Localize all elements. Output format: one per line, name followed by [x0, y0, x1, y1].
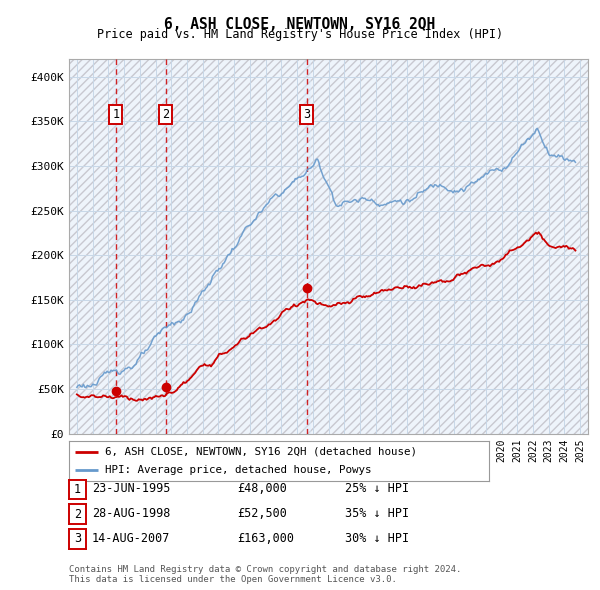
Text: HPI: Average price, detached house, Powys: HPI: Average price, detached house, Powy… — [104, 465, 371, 475]
Text: £52,500: £52,500 — [237, 507, 287, 520]
Text: 6, ASH CLOSE, NEWTOWN, SY16 2QH: 6, ASH CLOSE, NEWTOWN, SY16 2QH — [164, 17, 436, 31]
Text: 35% ↓ HPI: 35% ↓ HPI — [345, 507, 409, 520]
Text: 14-AUG-2007: 14-AUG-2007 — [92, 532, 170, 545]
Text: 1: 1 — [112, 108, 119, 121]
Text: 1: 1 — [74, 483, 81, 496]
Text: 23-JUN-1995: 23-JUN-1995 — [92, 482, 170, 495]
Text: 6, ASH CLOSE, NEWTOWN, SY16 2QH (detached house): 6, ASH CLOSE, NEWTOWN, SY16 2QH (detache… — [104, 447, 416, 457]
Text: 2: 2 — [74, 507, 81, 521]
Bar — [304, 59, 310, 434]
Text: 28-AUG-1998: 28-AUG-1998 — [92, 507, 170, 520]
Text: Price paid vs. HM Land Registry's House Price Index (HPI): Price paid vs. HM Land Registry's House … — [97, 28, 503, 41]
Text: £163,000: £163,000 — [237, 532, 294, 545]
Text: 3: 3 — [303, 108, 310, 121]
Bar — [163, 59, 169, 434]
Text: 2: 2 — [162, 108, 169, 121]
Bar — [113, 59, 119, 434]
Text: 3: 3 — [74, 532, 81, 546]
Text: 30% ↓ HPI: 30% ↓ HPI — [345, 532, 409, 545]
Text: £48,000: £48,000 — [237, 482, 287, 495]
Text: Contains HM Land Registry data © Crown copyright and database right 2024.
This d: Contains HM Land Registry data © Crown c… — [69, 565, 461, 584]
Text: 25% ↓ HPI: 25% ↓ HPI — [345, 482, 409, 495]
